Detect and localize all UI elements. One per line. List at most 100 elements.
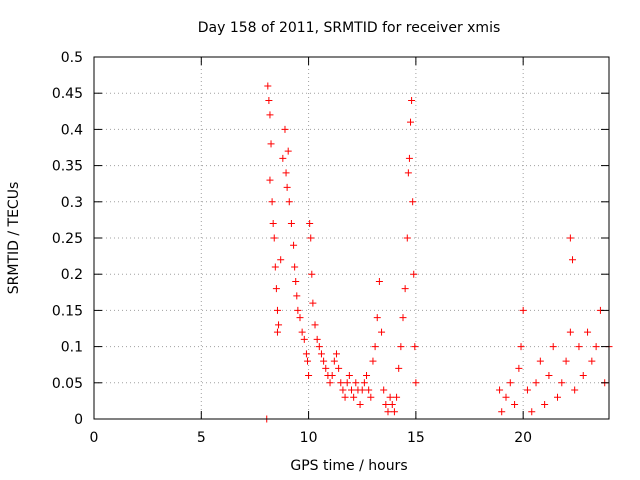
data-point xyxy=(515,364,523,372)
y-axis-label: SRMTID / TECUs xyxy=(6,182,22,295)
data-point xyxy=(348,386,355,394)
y-tick-label: 0.3 xyxy=(61,195,83,211)
data-points xyxy=(263,82,613,423)
data-point xyxy=(308,270,316,278)
data-point xyxy=(393,393,401,401)
data-point xyxy=(395,364,403,372)
data-point xyxy=(545,372,553,380)
data-point xyxy=(375,277,383,285)
data-point xyxy=(322,364,330,372)
data-point xyxy=(296,314,304,322)
data-point xyxy=(519,306,527,314)
data-point xyxy=(399,314,407,322)
data-point xyxy=(269,220,277,228)
data-point xyxy=(335,364,343,372)
data-point xyxy=(363,372,371,380)
data-point xyxy=(317,350,325,358)
data-point xyxy=(401,285,409,293)
data-point xyxy=(298,328,306,336)
y-tick-label: 0.4 xyxy=(61,122,83,138)
data-point xyxy=(343,379,351,387)
data-point xyxy=(306,220,314,228)
data-point xyxy=(528,408,536,416)
data-point xyxy=(330,357,338,365)
data-point xyxy=(562,357,570,365)
data-point xyxy=(273,328,281,336)
data-point xyxy=(569,256,577,264)
data-point xyxy=(386,393,394,401)
data-point xyxy=(584,328,592,336)
x-tick-label: 0 xyxy=(90,430,99,446)
data-point xyxy=(264,82,272,90)
data-point xyxy=(558,379,566,387)
y-tick-label: 0.15 xyxy=(52,303,83,319)
data-point xyxy=(339,386,347,394)
data-point xyxy=(337,379,345,387)
data-point xyxy=(307,234,315,242)
data-point xyxy=(293,292,301,300)
data-point xyxy=(315,343,323,351)
data-point xyxy=(360,379,368,387)
data-point xyxy=(571,386,579,394)
data-point xyxy=(498,408,506,416)
data-point xyxy=(412,379,420,387)
data-point xyxy=(287,220,295,228)
data-point xyxy=(326,379,334,387)
data-point xyxy=(373,314,381,322)
data-point xyxy=(277,256,285,264)
y-tick-label: 0.45 xyxy=(52,86,83,102)
data-point xyxy=(300,335,308,343)
data-point xyxy=(397,343,405,351)
x-tick-label: 10 xyxy=(300,430,318,446)
y-tick-label: 0.05 xyxy=(52,376,83,392)
y-tick-label: 0.5 xyxy=(61,50,83,66)
data-point xyxy=(304,357,312,365)
data-point xyxy=(404,169,412,177)
data-point xyxy=(390,408,398,416)
y-tick-label: 0.35 xyxy=(52,159,83,175)
data-point xyxy=(588,357,596,365)
data-point xyxy=(283,183,291,191)
data-point xyxy=(405,154,413,162)
data-point xyxy=(532,379,540,387)
data-point xyxy=(408,96,416,104)
data-point xyxy=(302,350,310,358)
data-point xyxy=(266,111,274,119)
data-point xyxy=(371,343,379,351)
x-tick-label: 20 xyxy=(514,430,532,446)
data-point xyxy=(554,393,561,401)
data-point xyxy=(506,379,514,387)
data-point xyxy=(291,263,299,271)
data-point xyxy=(272,285,280,293)
data-point xyxy=(320,357,328,365)
data-point xyxy=(305,372,313,380)
data-point xyxy=(341,393,349,401)
y-tick-label: 0.25 xyxy=(52,231,83,247)
data-point xyxy=(328,372,336,380)
data-point xyxy=(265,96,273,104)
data-point xyxy=(517,343,525,351)
data-point xyxy=(267,140,275,148)
data-point xyxy=(592,343,600,351)
data-point xyxy=(309,299,317,307)
data-point xyxy=(502,393,510,401)
x-axis-label: GPS time / hours xyxy=(290,458,407,474)
chart-title: Day 158 of 2011, SRMTID for receiver xmi… xyxy=(198,20,501,36)
data-point xyxy=(378,328,386,336)
data-point xyxy=(266,176,274,184)
data-point xyxy=(279,154,287,162)
data-point xyxy=(388,401,396,409)
data-point xyxy=(292,277,300,285)
data-point xyxy=(294,306,302,314)
data-point xyxy=(282,169,290,177)
data-point xyxy=(566,234,574,242)
data-point xyxy=(275,321,283,329)
axis-ticks: 0 0.05 0.1 0.15 0.2 0.25 0.3 0.35 0.4 0.45 0.5 0 5 10… xyxy=(52,50,609,446)
data-point xyxy=(384,408,392,416)
x-tick-label: 5 xyxy=(197,430,206,446)
data-point xyxy=(352,379,360,387)
data-point xyxy=(284,147,292,155)
data-point xyxy=(285,198,293,206)
data-point xyxy=(365,386,373,394)
